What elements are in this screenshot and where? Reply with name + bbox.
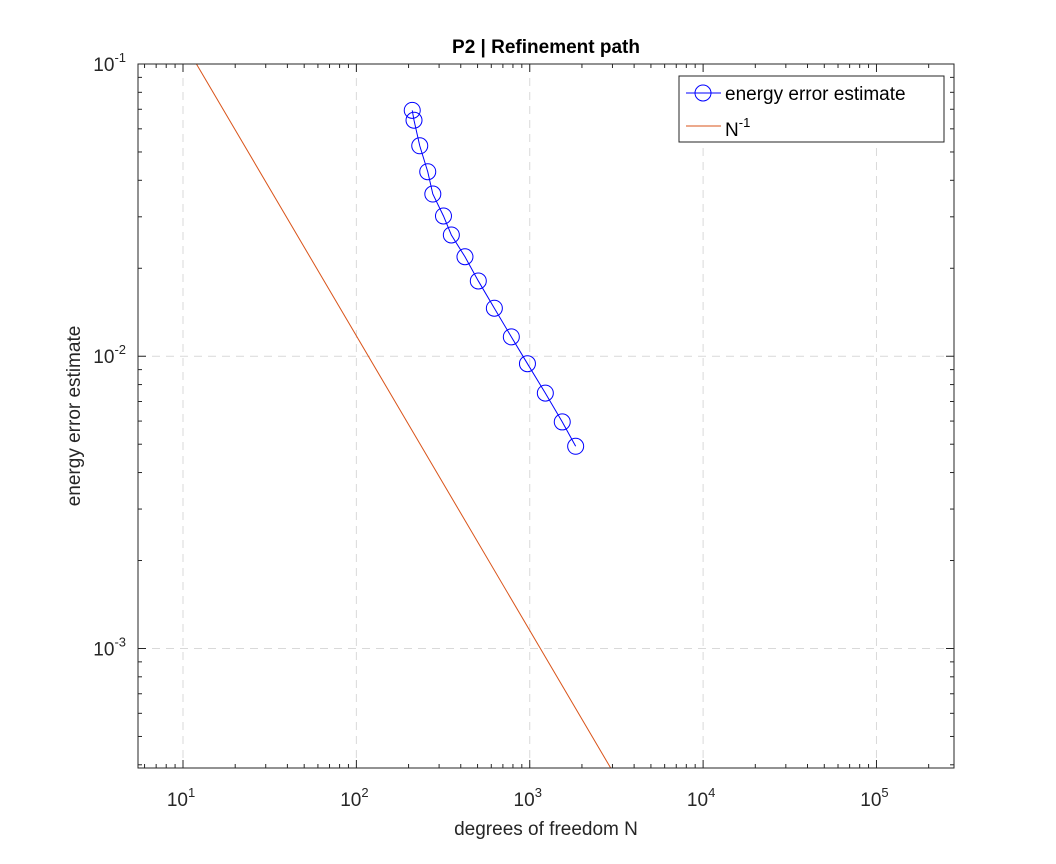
data-point-marker (403, 101, 421, 119)
y-tick-exp: -2 (114, 342, 126, 357)
y-tick-label: 10-3 (93, 634, 126, 660)
data-point-marker (485, 299, 503, 317)
x-tick-label: 102 (340, 785, 368, 811)
x-tick-base: 10 (514, 790, 535, 811)
y-tick-base: 10 (93, 55, 114, 76)
data-point-marker (469, 272, 487, 290)
legend-box (678, 75, 945, 143)
x-tick-base: 10 (167, 790, 188, 811)
plot-area (195, 64, 612, 768)
minor-ticks (138, 64, 954, 768)
data-point-marker (424, 185, 442, 203)
legend-label-n-inverse: N-1 (725, 115, 750, 141)
axes-box (137, 63, 955, 769)
x-axis-label: degrees of freedom N (454, 819, 638, 840)
data-point-marker (536, 384, 554, 402)
data-point-marker (553, 413, 571, 431)
x-tick-label: 104 (687, 785, 715, 811)
x-tick-exp: 3 (535, 785, 542, 800)
n-inverse-reference-line (195, 64, 612, 768)
y-tick-base: 10 (93, 347, 114, 368)
x-tick-exp: 1 (188, 785, 195, 800)
y-tick-label: 10-1 (93, 50, 126, 76)
legend-label-n-exp: -1 (739, 115, 751, 130)
data-point-marker (502, 328, 520, 346)
data-point-marker (567, 437, 585, 455)
x-tick-exp: 5 (881, 785, 888, 800)
data-point-marker (434, 207, 452, 225)
data-point-marker (442, 226, 460, 244)
data-point-marker (518, 355, 536, 373)
x-tick-base: 10 (340, 790, 361, 811)
y-tick-exp: -3 (114, 634, 126, 649)
data-point-marker (419, 163, 437, 181)
y-tick-label: 10-2 (93, 342, 126, 368)
x-tick-exp: 4 (708, 785, 715, 800)
y-axis-label: energy error estimate (64, 326, 85, 507)
x-tick-label: 103 (514, 785, 542, 811)
legend-label-n-base: N (725, 120, 739, 141)
major-ticks (138, 63, 954, 768)
x-tick-label: 101 (167, 785, 195, 811)
x-tick-base: 10 (687, 790, 708, 811)
chart-title: P2 | Refinement path (452, 37, 640, 58)
x-tick-base: 10 (860, 790, 881, 811)
x-tick-label: 105 (860, 785, 888, 811)
y-tick-base: 10 (93, 639, 114, 660)
energy-error-series-line (411, 110, 577, 447)
y-tick-exp: -1 (114, 50, 126, 65)
data-point-marker (456, 248, 474, 266)
legend: energy error estimate N-1 (678, 75, 945, 143)
legend-marker-circle (694, 84, 712, 102)
x-tick-exp: 2 (361, 785, 368, 800)
data-point-marker (411, 137, 429, 155)
legend-label-energy-error: energy error estimate (725, 84, 906, 105)
data-point-marker (405, 111, 423, 129)
